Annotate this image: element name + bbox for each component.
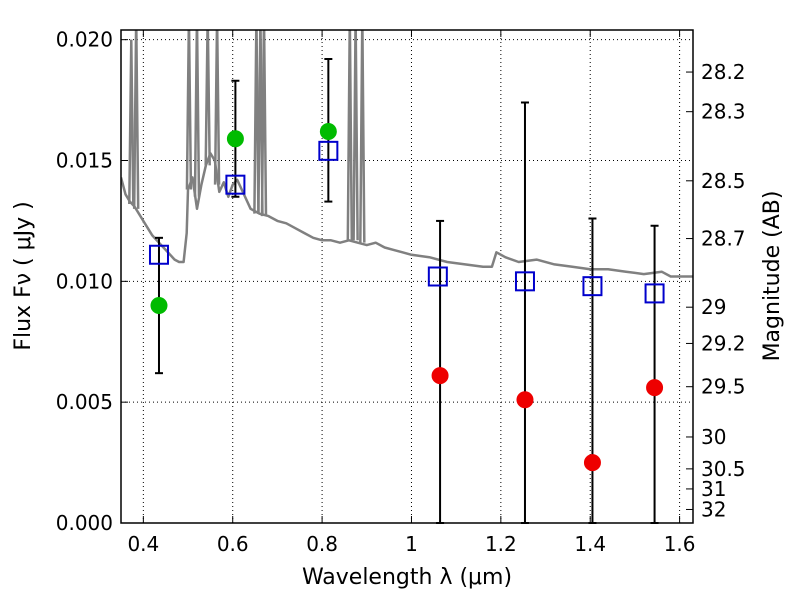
emission-line-spike: [128, 39, 135, 205]
y2-tick-label: 28.2: [701, 60, 746, 84]
y2-tick-label: 30.5: [701, 457, 746, 481]
observed-circle-marker: [583, 454, 601, 472]
emission-line-spike: [185, 30, 193, 190]
model-spectrum: [121, 30, 693, 278]
y2-tick-label: 32: [701, 497, 726, 521]
x-tick-label: 1.2: [485, 532, 517, 556]
emission-line-spike: [260, 30, 268, 217]
plot-frame: [120, 29, 694, 524]
x-tick-label: 0.8: [306, 532, 338, 556]
y2-axis-label: Magnitude (AB): [760, 191, 785, 362]
y-axis-label: Flux Fν ( μJy ): [11, 201, 36, 350]
model-square-marker: [582, 276, 603, 297]
model-square-marker: [644, 283, 665, 304]
y2-tick-label: 29.5: [701, 375, 746, 399]
y2-tick-label: 31: [701, 477, 726, 501]
model-square-marker: [318, 140, 339, 161]
emission-line-spike: [253, 30, 260, 214]
emission-line-spike: [204, 30, 211, 166]
emission-line-spike: [132, 30, 140, 209]
x-tick-label: 0.6: [217, 532, 249, 556]
y-tick-label: 0.020: [56, 28, 113, 52]
x-axis-label: Wavelength λ (μm): [302, 565, 512, 590]
emission-line-spike: [193, 30, 201, 197]
observed-circle-marker: [150, 297, 168, 314]
y2-tick-label: 30: [701, 425, 726, 449]
x-tick-label: 0.4: [127, 532, 159, 556]
observed-circle-marker: [516, 391, 534, 409]
y2-tick-label: 29.2: [701, 331, 746, 355]
observed-circle-marker: [646, 379, 664, 397]
x-tick-label: 1.6: [664, 532, 696, 556]
data-markers: [148, 123, 665, 472]
y2-tick-label: 28.7: [701, 227, 746, 251]
emission-line-spike: [359, 30, 366, 243]
y2-tick-label: 28.3: [701, 100, 746, 124]
y-tick-label: 0.015: [56, 149, 113, 173]
emission-line-spike: [352, 30, 359, 241]
y-tick-label: 0.010: [56, 269, 113, 293]
x-tick-label: 1: [405, 532, 418, 556]
x-axis-ticks: 0.4 0.6 0.8 1 1.2 1.4 1.6: [127, 30, 696, 556]
observed-circle-marker: [319, 123, 337, 140]
y-axis-ticks: 0.000 0.005 0.010 0.015 0.020: [56, 28, 128, 535]
model-spectrum-line: [121, 152, 693, 278]
model-square-marker: [427, 266, 448, 287]
model-square-marker: [514, 271, 535, 292]
grid-lines: [121, 30, 693, 523]
x-tick-label: 1.4: [574, 532, 606, 556]
y2-tick-label: 29: [701, 295, 726, 319]
y-tick-label: 0.000: [56, 511, 113, 535]
model-square-marker: [148, 244, 169, 265]
emission-line-spike: [346, 30, 354, 241]
observed-circle-marker: [226, 130, 244, 148]
y2-tick-label: 28.5: [701, 169, 746, 193]
observed-circle-marker: [431, 367, 449, 385]
emission-line-spike: [213, 30, 221, 185]
model-square-marker: [225, 174, 246, 195]
y-tick-label: 0.005: [56, 390, 113, 414]
